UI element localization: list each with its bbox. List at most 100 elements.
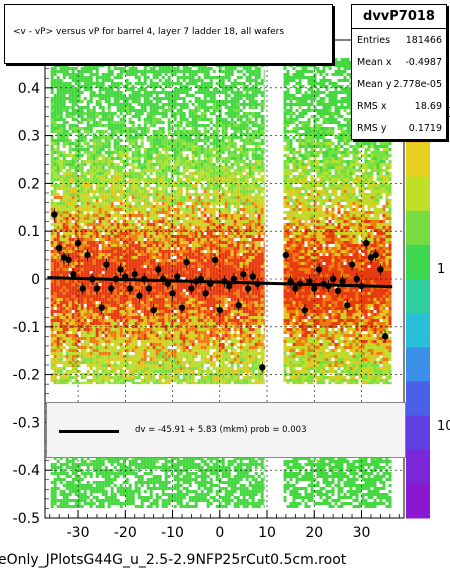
profile-point	[136, 292, 143, 299]
profile-point	[381, 333, 389, 340]
y-tick-label: 0.2	[18, 176, 40, 192]
profile-point	[79, 285, 86, 292]
profile-point	[178, 304, 186, 311]
stats-row: Entries 181466	[357, 35, 442, 46]
profile-point	[183, 259, 190, 266]
profile-point	[240, 271, 247, 278]
fit-legend: dv = -45.91 + 5.83 (mkm) prob = 0.003	[46, 402, 406, 458]
profile-point	[150, 306, 157, 314]
y-tick-label: -0.1	[13, 320, 40, 336]
profile-point	[107, 285, 115, 292]
profile-point	[164, 280, 172, 287]
y-tick-label: -0.3	[13, 415, 40, 431]
profile-point	[282, 251, 290, 259]
colorbar-tick-label: 1	[437, 262, 445, 277]
stats-row: RMS x 18.69	[357, 101, 442, 112]
profile-point	[74, 239, 82, 247]
profile-point	[358, 282, 365, 290]
profile-point	[244, 285, 252, 292]
profile-point	[221, 278, 228, 285]
profile-point	[216, 306, 223, 314]
profile-point	[155, 266, 162, 273]
profile-point	[84, 251, 91, 259]
profile-point	[70, 271, 77, 278]
profile-point	[103, 261, 110, 268]
profile-point	[197, 275, 205, 283]
y-tick-label: 0	[31, 272, 40, 288]
stats-row: RMS y 0.1719	[357, 123, 442, 134]
profile-point	[211, 256, 219, 264]
stats-row: Mean y 2.778e-05	[357, 79, 442, 90]
profile-point	[65, 256, 72, 264]
y-tick-label: 0.4	[18, 81, 40, 97]
profile-point	[112, 275, 120, 283]
colorbar-tick-label: 10	[437, 419, 450, 434]
profile-point	[226, 282, 233, 290]
x-tick-label: -20	[114, 525, 137, 541]
profile-point	[145, 285, 153, 292]
profile-points	[51, 208, 389, 374]
profile-point	[235, 302, 242, 309]
profile-point	[296, 280, 304, 287]
profile-point	[126, 285, 134, 292]
profile-point	[230, 275, 238, 283]
profile-point	[51, 211, 58, 218]
profile-point	[377, 266, 384, 273]
profile-point	[372, 251, 379, 259]
profile-point	[292, 285, 299, 292]
profile-point	[353, 275, 360, 283]
profile-point	[329, 275, 337, 283]
profile-point	[140, 275, 148, 283]
profile-point	[348, 261, 356, 268]
plot-title: <v - vP> versus vP for barrel 4, layer 7…	[13, 27, 285, 37]
profile-point	[131, 271, 138, 278]
stats-title: dvvP7018	[352, 5, 446, 29]
fit-legend-text: dv = -45.91 + 5.83 (mkm) prob = 0.003	[135, 425, 307, 435]
profile-point	[301, 306, 309, 314]
profile-point	[122, 273, 129, 280]
profile-point	[339, 278, 346, 285]
stats-row: Mean x -0.4987	[357, 57, 442, 68]
profile-point	[174, 273, 181, 280]
profile-point	[89, 275, 96, 283]
x-tick-label: -30	[67, 525, 90, 541]
axes: -30 -20 -10 0 10 20 30 -0.5 -0.4 -0.3 -0.2 -0.1 0 0.1…	[13, 49, 400, 541]
profile-point	[363, 239, 370, 247]
profile-point	[55, 244, 63, 252]
y-tick-label: -0.5	[13, 511, 40, 527]
profile-point	[93, 285, 101, 292]
profile-point	[249, 273, 257, 280]
profile-point	[311, 285, 318, 292]
profile-point	[254, 280, 261, 287]
stats-box: dvvP7018 Entries 181466 Mean x -0.4987 Mea…	[351, 4, 447, 140]
profile-point	[344, 302, 351, 309]
x-tick-label: -10	[161, 525, 184, 541]
x-tick-label: 30	[353, 525, 371, 541]
x-tick-label: 10	[258, 525, 276, 541]
profile-point	[334, 287, 342, 295]
fit-line-segment	[47, 276, 393, 289]
profile-point	[169, 290, 176, 297]
x-tick-label: 20	[305, 525, 323, 541]
profile-point	[287, 278, 294, 285]
fit-line	[47, 276, 393, 289]
profile-point	[98, 304, 105, 311]
fit-legend-line	[59, 430, 119, 433]
title-box: <v - vP> versus vP for barrel 4, layer 7…	[4, 4, 333, 64]
profile-point	[117, 266, 124, 273]
profile-point	[188, 285, 195, 292]
profile-point	[325, 282, 332, 290]
profile-point	[315, 266, 323, 273]
y-tick-label: -0.2	[13, 368, 40, 384]
file-label: eOnly_JPlotsG44G_u_2.5-2.9NFP25rCut0.5cm…	[0, 552, 347, 568]
profile-point	[367, 254, 375, 261]
x-tick-label: 0	[215, 525, 224, 541]
profile-point	[60, 254, 68, 261]
profile-point	[207, 280, 214, 287]
profile-point	[306, 278, 313, 285]
profile-point	[202, 290, 209, 297]
y-tick-label: 0.1	[18, 224, 40, 240]
profile-point	[159, 275, 167, 283]
profile-point	[192, 278, 200, 285]
y-tick-label: -0.4	[13, 463, 40, 479]
